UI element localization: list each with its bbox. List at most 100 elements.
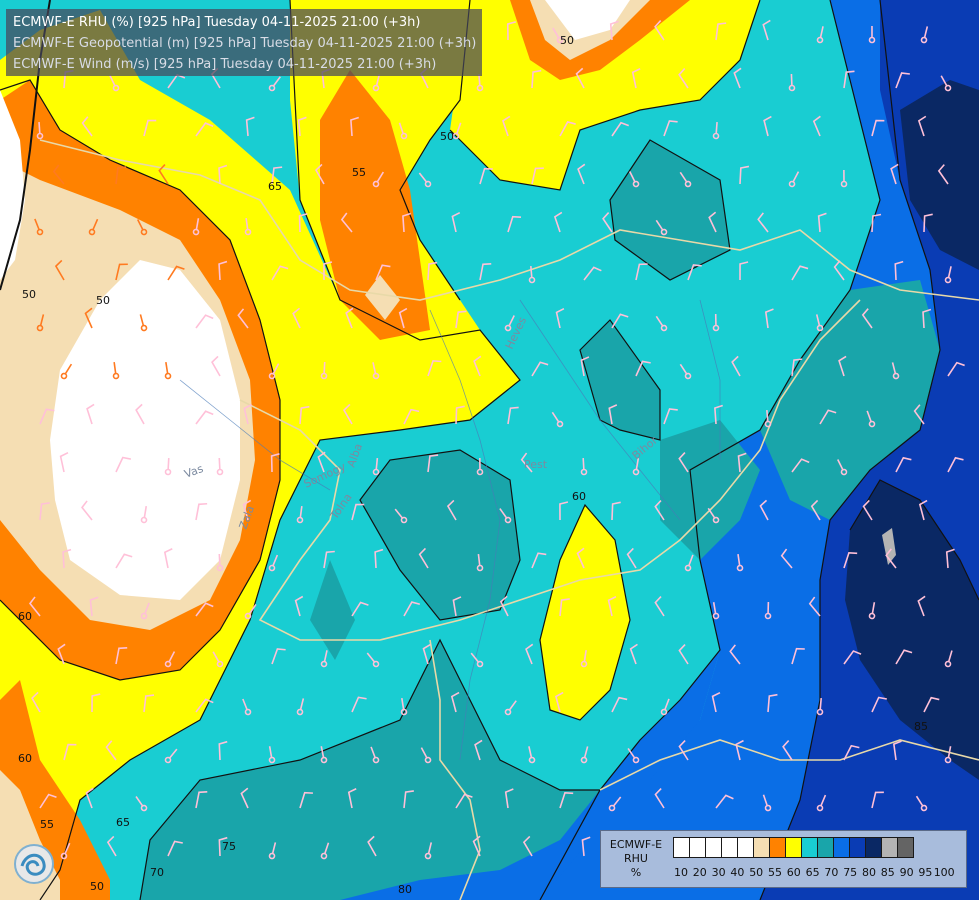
wind-barb (843, 650, 862, 665)
wind-barb (292, 307, 301, 329)
wind-barb (816, 697, 824, 716)
wind-barb (843, 744, 860, 761)
wind-barb (323, 261, 333, 281)
legend-tick-label: 70 (824, 866, 839, 879)
rhu-legend: ECMWF-E RHU % 10 20 30 40 50 55 60 65 70 75 80 85 90… (600, 830, 967, 888)
wind-barb (944, 266, 952, 284)
rhu-band-75-b (580, 320, 660, 440)
wind-barb (895, 649, 913, 665)
wind-barb (739, 261, 749, 281)
wind-barb (923, 213, 933, 233)
wind-barb (320, 650, 328, 668)
wind-barb (476, 553, 484, 572)
wind-barb (917, 115, 927, 137)
wind-barb (504, 700, 517, 716)
contour-label: 65 (268, 180, 282, 193)
wind-barb (507, 215, 522, 233)
wind-barb (788, 171, 800, 188)
wind-barb (52, 164, 65, 185)
wind-barb (679, 171, 692, 188)
wind-barb (763, 115, 772, 137)
legend-swatch (881, 837, 898, 858)
wind-barb (791, 458, 810, 473)
wind-barb (370, 746, 380, 764)
wind-barb (788, 73, 796, 92)
wind-barb (712, 121, 720, 140)
wind-barb (271, 265, 289, 281)
legend-tick-label: 100 (933, 866, 955, 879)
wind-barb (218, 164, 228, 185)
wind-barb (843, 551, 858, 569)
wind-barb (427, 261, 438, 281)
legend-swatches (673, 837, 914, 858)
legend-swatch (817, 837, 834, 858)
wind-barb (218, 836, 228, 857)
wind-barb (418, 547, 429, 569)
wind-barb (890, 163, 899, 185)
wind-barb (106, 835, 117, 857)
wind-barb (84, 307, 93, 329)
wind-barb (762, 19, 771, 41)
wind-barb (528, 265, 536, 284)
wind-barb (452, 596, 462, 617)
wind-barb (240, 787, 249, 809)
wind-barb (871, 213, 882, 233)
rhu-band-75-e (140, 640, 600, 900)
wind-barb (892, 740, 902, 761)
wind-barb (629, 643, 638, 665)
wind-barb (105, 740, 117, 761)
wind-barb (212, 651, 224, 668)
wind-barb (143, 694, 155, 713)
wind-barb (629, 171, 640, 188)
wind-barb (663, 120, 678, 137)
wind-barb (195, 791, 208, 809)
legend-tick-label: 50 (749, 866, 764, 879)
wind-barb (216, 457, 224, 476)
wind-barb (833, 260, 845, 281)
wind-barb (499, 508, 512, 524)
wind-barb (635, 360, 651, 377)
wind-barb (602, 212, 613, 233)
wind-barb (320, 361, 328, 380)
wind-barb (268, 554, 279, 572)
wind-barb (140, 506, 148, 524)
contour-labels: 50 65 55 50 50 60 60 55 65 50 70 75 80 85 60 50 (18, 34, 928, 896)
wind-barb (299, 405, 310, 425)
wind-barb (894, 260, 904, 281)
wind-barb (374, 548, 384, 569)
wind-barb (739, 165, 750, 185)
contour-label: 55 (352, 166, 366, 179)
wind-barb (60, 842, 71, 860)
wind-barb (817, 212, 827, 233)
rhu-band-50-northwest (0, 90, 25, 280)
wind-barb (28, 596, 41, 617)
wind-barb (164, 651, 176, 668)
wind-barb (479, 263, 492, 281)
wind-barb (812, 115, 821, 137)
wind-barb (525, 643, 534, 665)
wind-barb (678, 451, 689, 473)
wind-barb (237, 308, 249, 329)
wind-barb (609, 20, 619, 41)
wind-barb (394, 508, 408, 524)
wind-barb (243, 403, 253, 425)
contour-label: 55 (40, 818, 54, 831)
wind-barb (135, 403, 145, 425)
rhu-band-60-north (320, 70, 430, 340)
wind-barb (611, 696, 628, 713)
wind-barb (268, 76, 281, 92)
wind-barb (143, 119, 157, 137)
wind-barb (479, 167, 493, 185)
wind-barb (366, 652, 380, 668)
wind-barb (918, 499, 928, 521)
wind-barb (268, 842, 277, 860)
legend-swatch (769, 837, 786, 858)
wind-barb (861, 308, 873, 329)
wind-barb (816, 26, 824, 44)
wind-barb (655, 219, 668, 236)
legend-swatch (865, 837, 882, 858)
rhu-band-75-f (660, 420, 760, 560)
